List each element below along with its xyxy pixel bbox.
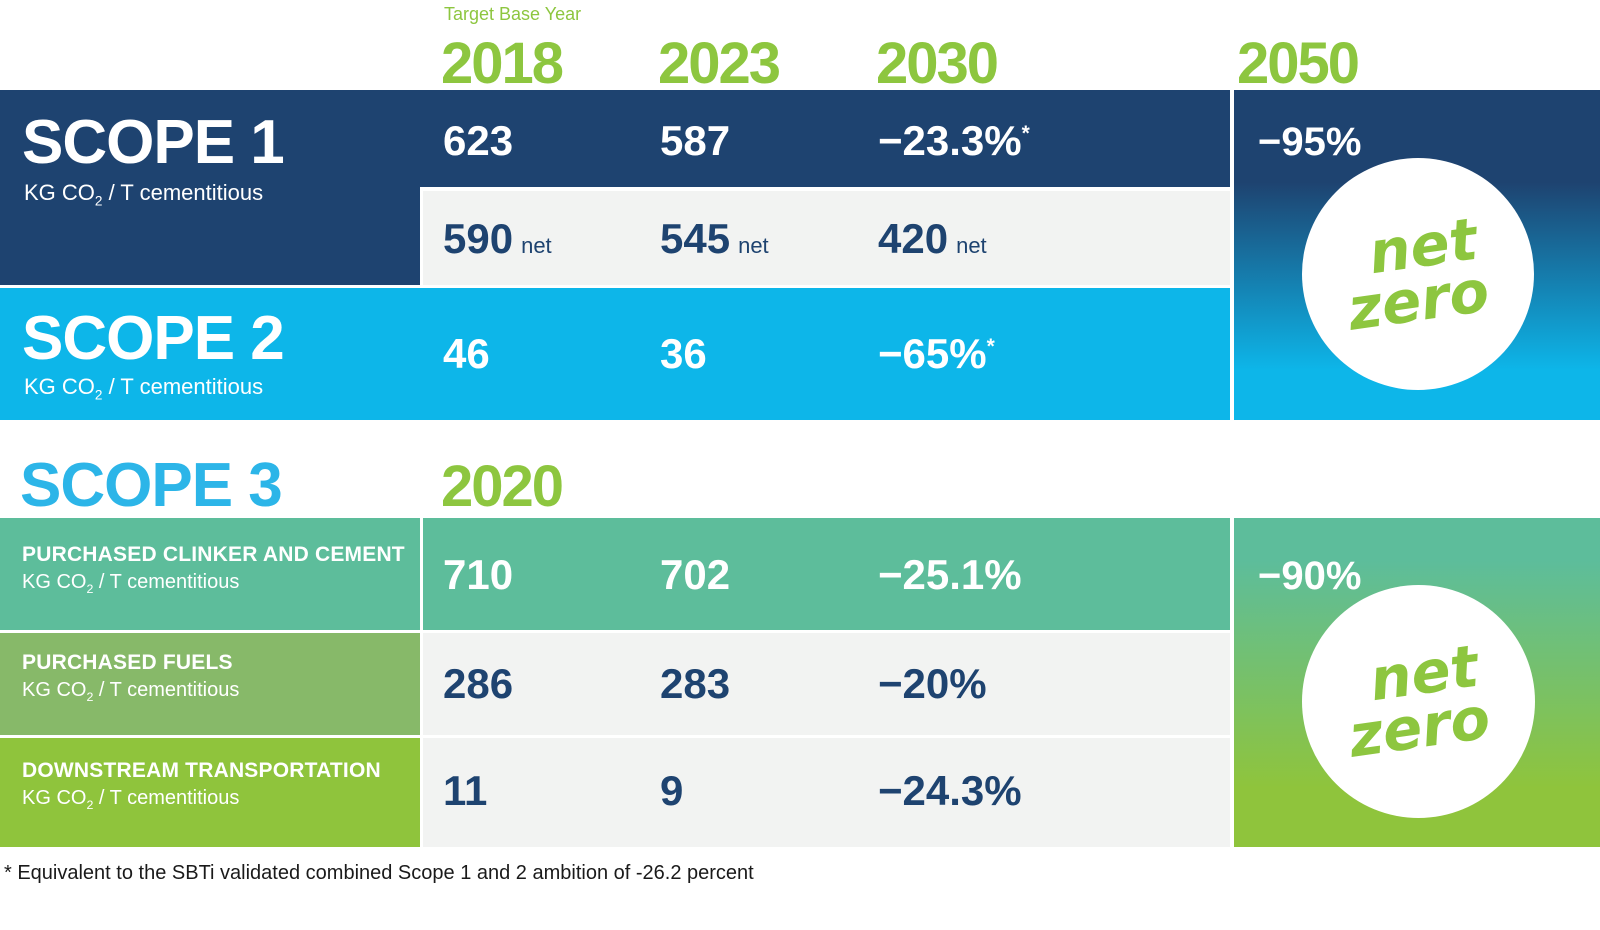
year-header-2050: 2050 — [1237, 31, 1360, 96]
footnote: * Equivalent to the SBTi validated combi… — [4, 862, 754, 884]
fuels-label: PURCHASED FUELS — [22, 651, 233, 674]
scope1-reduction-2030: −23.3%* — [878, 117, 1030, 164]
scope3-title: SCOPE 3 — [20, 451, 283, 520]
downstream-reduction-2030: −24.3% — [878, 767, 1022, 814]
scope1-net-2018: 590 net — [443, 215, 552, 262]
scope2-value-2023: 36 — [660, 330, 707, 377]
scope1-label-block — [0, 90, 420, 285]
scope3-downstream-value-row — [423, 738, 1230, 847]
year-header-2030: 2030 — [876, 31, 999, 96]
scope2-title: SCOPE 2 — [22, 304, 285, 373]
downstream-label: DOWNSTREAM TRANSPORTATION — [22, 759, 381, 782]
year-header-2023: 2023 — [658, 31, 781, 96]
fuels-reduction-2030: −20% — [878, 660, 987, 707]
column-divider — [420, 518, 423, 630]
scope2-reduction-2030: −65%* — [878, 330, 995, 377]
scope3-fuels-value-row — [423, 633, 1230, 735]
downstream-unit: KG CO2 / T cementitious — [22, 787, 240, 812]
net-zero-badge-scope3: net zero — [1302, 585, 1535, 818]
scope3-downstream-label-block — [0, 738, 420, 847]
fuels-unit: KG CO2 / T cementitious — [22, 679, 240, 704]
scope1-value-2018: 623 — [443, 117, 514, 164]
scope2-value-2018: 46 — [443, 330, 490, 377]
footnote-asterisk: * — [986, 335, 995, 358]
scope3-2050-target: −90% — [1258, 554, 1362, 598]
scope1-unit: KG CO2 / T cementitious — [24, 180, 264, 209]
scope2-unit: KG CO2 / T cementitious — [24, 374, 264, 403]
net-zero-logo: net zero — [1343, 204, 1494, 344]
fuels-value-2020: 286 — [443, 660, 514, 707]
scope2-row — [0, 288, 1230, 420]
downstream-value-2023: 9 — [660, 767, 684, 814]
clinker-label: PURCHASED CLINKER AND CEMENT — [22, 543, 405, 566]
clinker-value-2023: 702 — [660, 551, 731, 598]
fuels-value-2023: 283 — [660, 660, 731, 707]
net-zero-logo: net zero — [1344, 631, 1494, 772]
clinker-reduction-2030: −25.1% — [878, 551, 1022, 598]
scope3-clinker-row — [0, 518, 1230, 630]
net-zero-badge-scope12: net zero — [1302, 158, 1534, 390]
scope1-value-row — [420, 90, 1230, 187]
scope12-2050-target: −95% — [1258, 120, 1362, 164]
scope1-net-row — [423, 191, 1230, 285]
year-header-2018: 2018 — [441, 31, 564, 96]
clinker-value-2020: 710 — [443, 551, 514, 598]
scope1-net-2023: 545 net — [660, 215, 769, 262]
scope1-net-2030: 420 net — [878, 215, 987, 262]
target-base-year-label: Target Base Year — [444, 4, 582, 24]
downstream-value-2020: 11 — [443, 767, 488, 814]
clinker-unit: KG CO2 / T cementitious — [22, 571, 240, 596]
scope1-title: SCOPE 1 — [22, 108, 285, 177]
scope3-base-year-2020: 2020 — [441, 454, 564, 519]
footnote-asterisk: * — [1021, 122, 1030, 145]
scope3-fuels-label-block — [0, 633, 420, 735]
scope1-value-2023: 587 — [660, 117, 731, 164]
